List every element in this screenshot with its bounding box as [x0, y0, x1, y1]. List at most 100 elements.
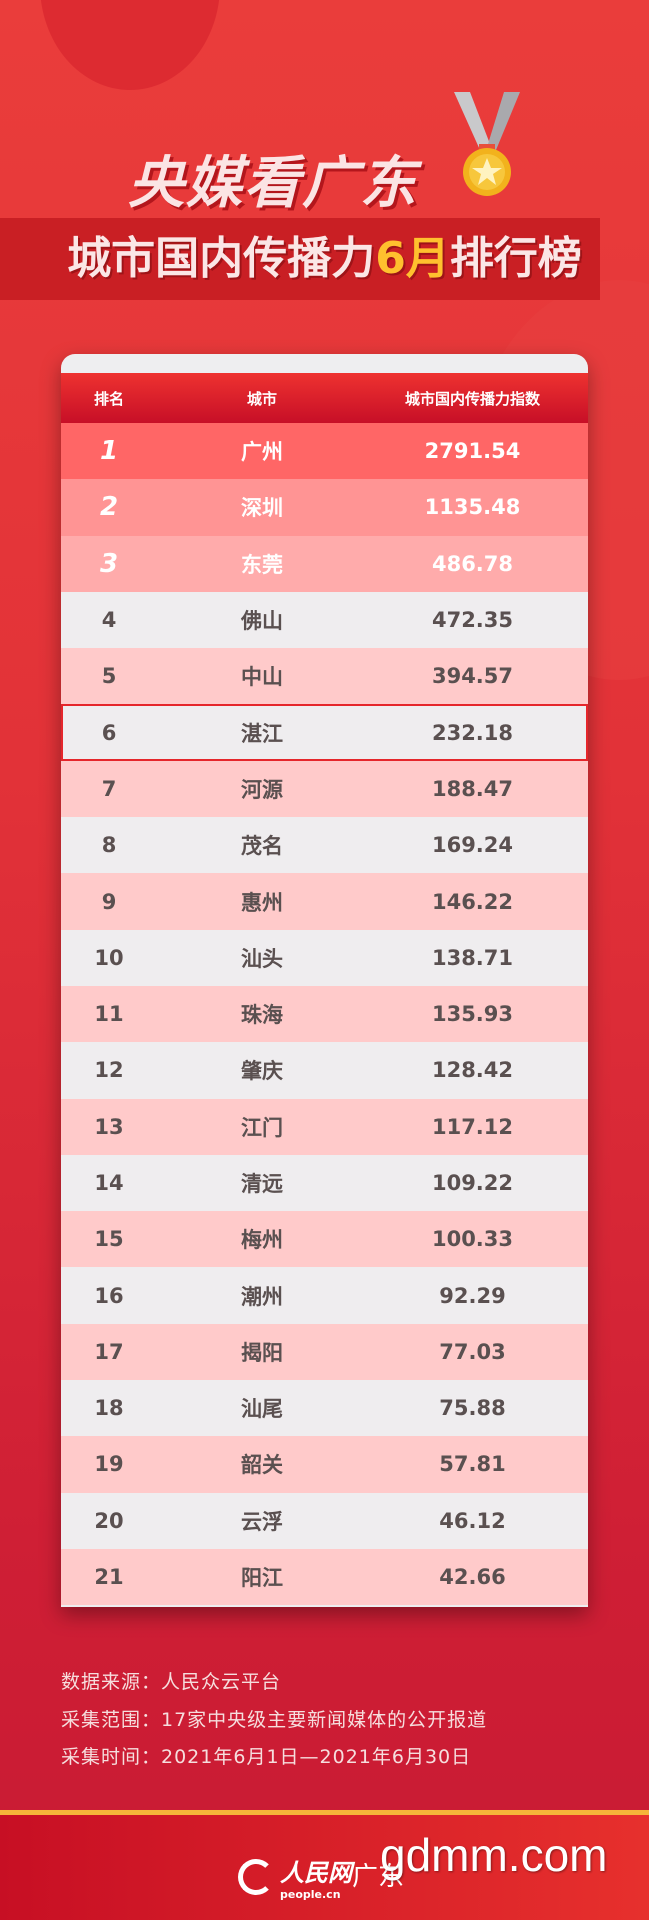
- table-row: 10 汕头 138.71: [61, 929, 588, 986]
- footer-band: [0, 1815, 649, 1920]
- index-cell: 109.22: [431, 1171, 514, 1195]
- index-cell: 486.78: [431, 551, 514, 576]
- table-row: 2 深圳 1135.48: [61, 479, 588, 536]
- city-cell: 河源: [241, 777, 283, 802]
- page-subtitle: 城市国内传播力6月排行榜: [0, 218, 649, 300]
- subtitle-band: [0, 218, 600, 300]
- city-cell: 深圳: [241, 496, 283, 521]
- index-cell: 146.22: [431, 889, 514, 914]
- city-cell: 佛山: [241, 609, 283, 634]
- rank-cell: 6: [101, 720, 117, 745]
- subtitle-suffix: 排行榜: [449, 233, 582, 284]
- people-logo-icon: [238, 1859, 274, 1895]
- column-header-rank: 排名: [93, 389, 124, 408]
- table-row: 14 清远 109.22: [61, 1154, 588, 1212]
- index-cell: 57.81: [439, 1452, 506, 1477]
- rank-cell: 3: [99, 548, 119, 579]
- index-cell: 42.66: [439, 1565, 506, 1590]
- rank-cell: 15: [94, 1227, 124, 1252]
- index-cell: 138.71: [431, 945, 514, 970]
- city-cell: 梅州: [241, 1228, 283, 1253]
- city-cell: 珠海: [241, 1003, 283, 1028]
- rank-cell: 5: [101, 664, 117, 689]
- rank-cell: 19: [94, 1452, 124, 1477]
- table-row: 7 河源 188.47: [61, 760, 588, 818]
- table-row: 16 潮州 92.29: [61, 1267, 588, 1324]
- rank-cell: 16: [94, 1283, 124, 1308]
- table-row: 15 梅州 100.33: [61, 1211, 588, 1268]
- city-cell: 阳江: [241, 1566, 283, 1591]
- rank-cell: 17: [94, 1339, 124, 1364]
- index-cell: 394.57: [431, 664, 514, 689]
- city-cell: 揭阳: [241, 1340, 283, 1365]
- index-cell: 46.12: [439, 1508, 506, 1533]
- city-cell: 江门: [241, 1115, 283, 1140]
- rank-cell: 21: [94, 1565, 124, 1590]
- rank-cell: 7: [101, 776, 117, 801]
- table-row: 13 江门 117.12: [61, 1098, 588, 1155]
- index-cell: 77.03: [439, 1339, 506, 1364]
- background-shape: [40, 0, 220, 90]
- rank-cell: 12: [94, 1058, 124, 1083]
- ranking-table: 排名 城市 城市国内传播力指数 1 广州 2791.54 2 深圳 1135.48 3 东莞 4…: [61, 354, 588, 1607]
- index-cell: 232.18: [431, 720, 514, 745]
- table-row: 18 汕尾 75.88: [61, 1380, 588, 1437]
- rank-cell: 11: [94, 1002, 124, 1027]
- city-cell: 中山: [241, 665, 283, 690]
- table-row: 4 佛山 472.35: [61, 591, 588, 649]
- index-cell: 75.88: [439, 1396, 506, 1421]
- city-cell: 韶关: [241, 1453, 283, 1478]
- city-cell: 汕头: [241, 946, 283, 971]
- city-cell: 广州: [241, 440, 283, 465]
- medal-icon: [454, 92, 520, 196]
- table-row: 11 珠海 135.93: [61, 985, 588, 1043]
- rank-cell: 4: [101, 608, 117, 633]
- city-cell: 云浮: [241, 1509, 283, 1534]
- watermark: gdmm.com: [380, 1829, 608, 1881]
- people-logo: 人民网 people.cn: [238, 1853, 352, 1901]
- table-header: 排名 城市 城市国内传播力指数: [61, 373, 588, 423]
- logo-en: people.cn: [280, 1888, 341, 1901]
- index-cell: 92.29: [439, 1283, 506, 1308]
- city-cell: 肇庆: [241, 1059, 283, 1084]
- index-cell: 472.35: [431, 608, 514, 633]
- table-row: 3 东莞 486.78: [61, 535, 588, 592]
- table-row: 6 湛江 232.18: [61, 704, 588, 761]
- city-cell: 惠州: [241, 890, 283, 915]
- table-row: 20 云浮 46.12: [61, 1492, 588, 1549]
- index-cell: 128.42: [431, 1058, 514, 1083]
- city-cell: 湛江: [241, 721, 283, 746]
- rank-cell: 2: [99, 492, 119, 523]
- rank-cell: 20: [94, 1508, 124, 1533]
- rank-cell: 13: [94, 1114, 124, 1139]
- logo-cn: 人民网: [280, 1859, 352, 1887]
- index-cell: 100.33: [431, 1227, 514, 1252]
- rank-cell: 8: [101, 833, 117, 858]
- index-cell: 117.12: [431, 1114, 514, 1139]
- index-cell: 2791.54: [424, 439, 521, 464]
- table-body: 1 广州 2791.54 2 深圳 1135.48 3 东莞 486.78 4 佛山 472.35 5 中…: [61, 423, 588, 1606]
- city-cell: 清远: [241, 1172, 283, 1196]
- table-row: 8 茂名 169.24: [61, 817, 588, 874]
- table-row: 1 广州 2791.54: [61, 423, 588, 480]
- table-row: 21 阳江 42.66: [61, 1548, 588, 1606]
- page-title: 央媒看广东: [128, 151, 418, 216]
- table-row: 12 肇庆 128.42: [61, 1042, 588, 1099]
- data-source: 数据来源：人民众云平台: [61, 1671, 282, 1693]
- city-cell: 茂名: [241, 834, 283, 859]
- divider: [0, 1810, 649, 1815]
- table-row: 9 惠州 146.22: [61, 873, 588, 930]
- rank-cell: 14: [94, 1171, 124, 1195]
- rank-cell: 18: [94, 1396, 124, 1421]
- table-row: 19 韶关 57.81: [61, 1436, 588, 1493]
- table-row: 5 中山 394.57: [61, 648, 588, 705]
- city-cell: 东莞: [241, 552, 283, 577]
- column-header-city: 城市: [246, 389, 277, 408]
- city-cell: 潮州: [241, 1284, 283, 1309]
- subtitle-month: 6月: [375, 233, 450, 284]
- index-cell: 169.24: [431, 833, 514, 858]
- city-cell: 汕尾: [241, 1397, 283, 1422]
- index-cell: 188.47: [431, 776, 514, 801]
- table-row: 17 揭阳 77.03: [61, 1323, 588, 1381]
